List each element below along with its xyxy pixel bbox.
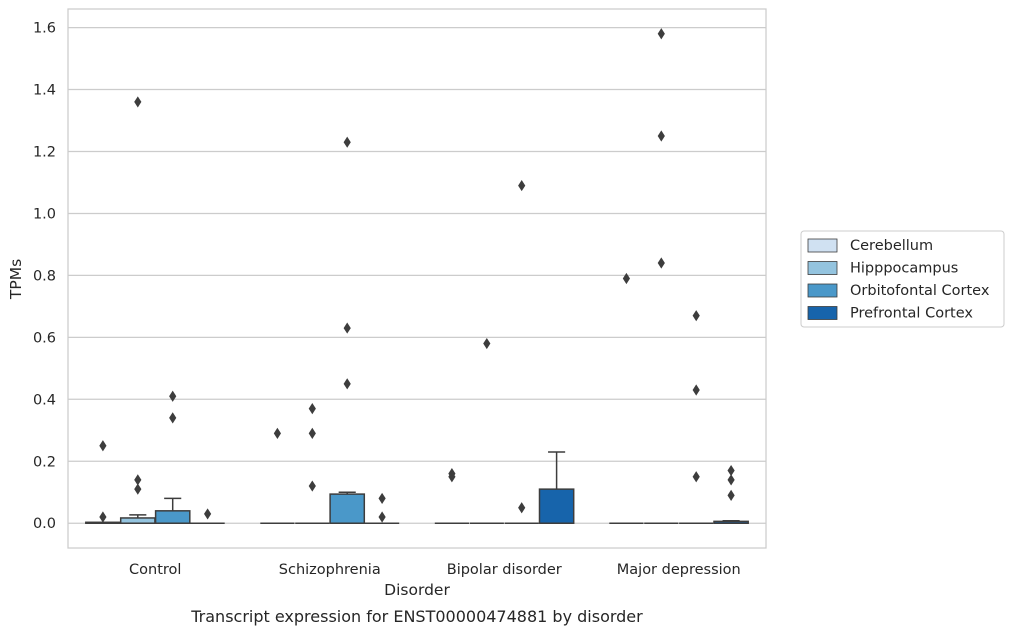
box-group <box>713 464 749 524</box>
legend-swatch <box>807 283 838 298</box>
chart-caption: Transcript expression for ENST0000047488… <box>190 607 643 626</box>
outlier-point <box>169 390 177 402</box>
outlier-point <box>273 427 281 439</box>
outlier-point <box>692 384 700 396</box>
box-group <box>644 28 679 524</box>
outlier-point <box>692 310 700 322</box>
y-tick-label: 0.8 <box>33 268 56 284</box>
legend-label: Cerebellum <box>850 238 933 254</box>
outlier-point <box>308 427 316 439</box>
outlier-point <box>622 272 630 285</box>
box-group <box>364 492 400 524</box>
box-group <box>609 272 644 524</box>
outlier-point <box>518 179 526 192</box>
x-tick-labels: Control Schizophrenia Bipolar disorder Majo… <box>129 562 741 578</box>
outlier-point <box>134 96 142 108</box>
y-tick-labels: 0.0 0.2 0.4 0.6 0.8 1.0 1.2 1.4 1.6 <box>33 21 56 533</box>
x-tick-label: Schizophrenia <box>279 562 381 578</box>
outlier-point <box>308 480 316 492</box>
outlier-point <box>204 508 212 520</box>
box-group <box>469 337 504 524</box>
box <box>329 493 366 524</box>
legend-label: Prefrontal Cortex <box>850 306 973 322</box>
box <box>538 488 575 524</box>
outlier-point <box>169 412 177 424</box>
legend-label: Orbitofontal Cortex <box>850 283 990 299</box>
outlier-point <box>657 257 665 269</box>
legend-label: Hipppocampus <box>850 261 958 277</box>
outlier-point <box>727 474 735 486</box>
outlier-point <box>134 483 142 495</box>
box <box>154 510 191 524</box>
x-tick-label: Major depression <box>617 562 741 578</box>
y-tick-label: 0.4 <box>33 392 56 408</box>
y-tick-label: 1.2 <box>33 144 56 160</box>
outlier-point <box>343 136 351 148</box>
box-group <box>295 403 330 524</box>
outlier-point <box>657 130 665 142</box>
outlier-point <box>727 489 735 501</box>
legend: Cerebellum Hipppocampus Orbitofontal Corte… <box>800 230 1005 328</box>
y-tick-label: 1.0 <box>33 206 56 222</box>
y-tick-label: 0.6 <box>33 330 56 346</box>
outlier-point <box>134 474 142 486</box>
y-tick-label: 0.0 <box>33 516 56 532</box>
outlier-point <box>483 337 491 350</box>
y-tick-label: 1.6 <box>33 21 56 37</box>
outlier-point <box>343 378 351 390</box>
outlier-point <box>308 403 316 415</box>
y-tick-label: 1.4 <box>33 83 56 99</box>
outlier-point <box>448 471 456 483</box>
outlier-point <box>378 492 386 505</box>
outlier-point <box>99 440 107 452</box>
x-tick-label: Control <box>129 562 181 578</box>
box-group <box>434 468 470 524</box>
outlier-point <box>343 322 351 334</box>
outlier-point <box>99 511 107 523</box>
plot-frame <box>67 8 767 549</box>
outlier-point <box>657 28 665 40</box>
y-tick-label: 0.2 <box>33 454 56 470</box>
y-axis-label: TPMs <box>7 259 25 300</box>
box-group <box>260 427 295 524</box>
box-plots <box>85 28 749 524</box>
x-tick-label: Bipolar disorder <box>447 562 562 578</box>
legend-frame <box>800 230 1005 328</box>
box-group <box>679 310 714 524</box>
box <box>119 517 156 524</box>
box-group <box>190 508 225 524</box>
legend-swatch <box>807 261 838 275</box>
box-group <box>329 136 366 524</box>
outlier-point <box>727 464 735 477</box>
legend-swatch <box>807 238 838 253</box>
outlier-point <box>692 471 700 483</box>
box-group <box>154 390 191 524</box>
legend-swatch <box>807 306 838 320</box>
box-group <box>538 451 575 524</box>
outlier-point <box>378 511 386 523</box>
x-axis-label: Disorder <box>384 581 450 599</box>
outlier-point <box>518 502 526 514</box>
box-group <box>119 96 156 524</box>
box-group <box>504 179 539 524</box>
